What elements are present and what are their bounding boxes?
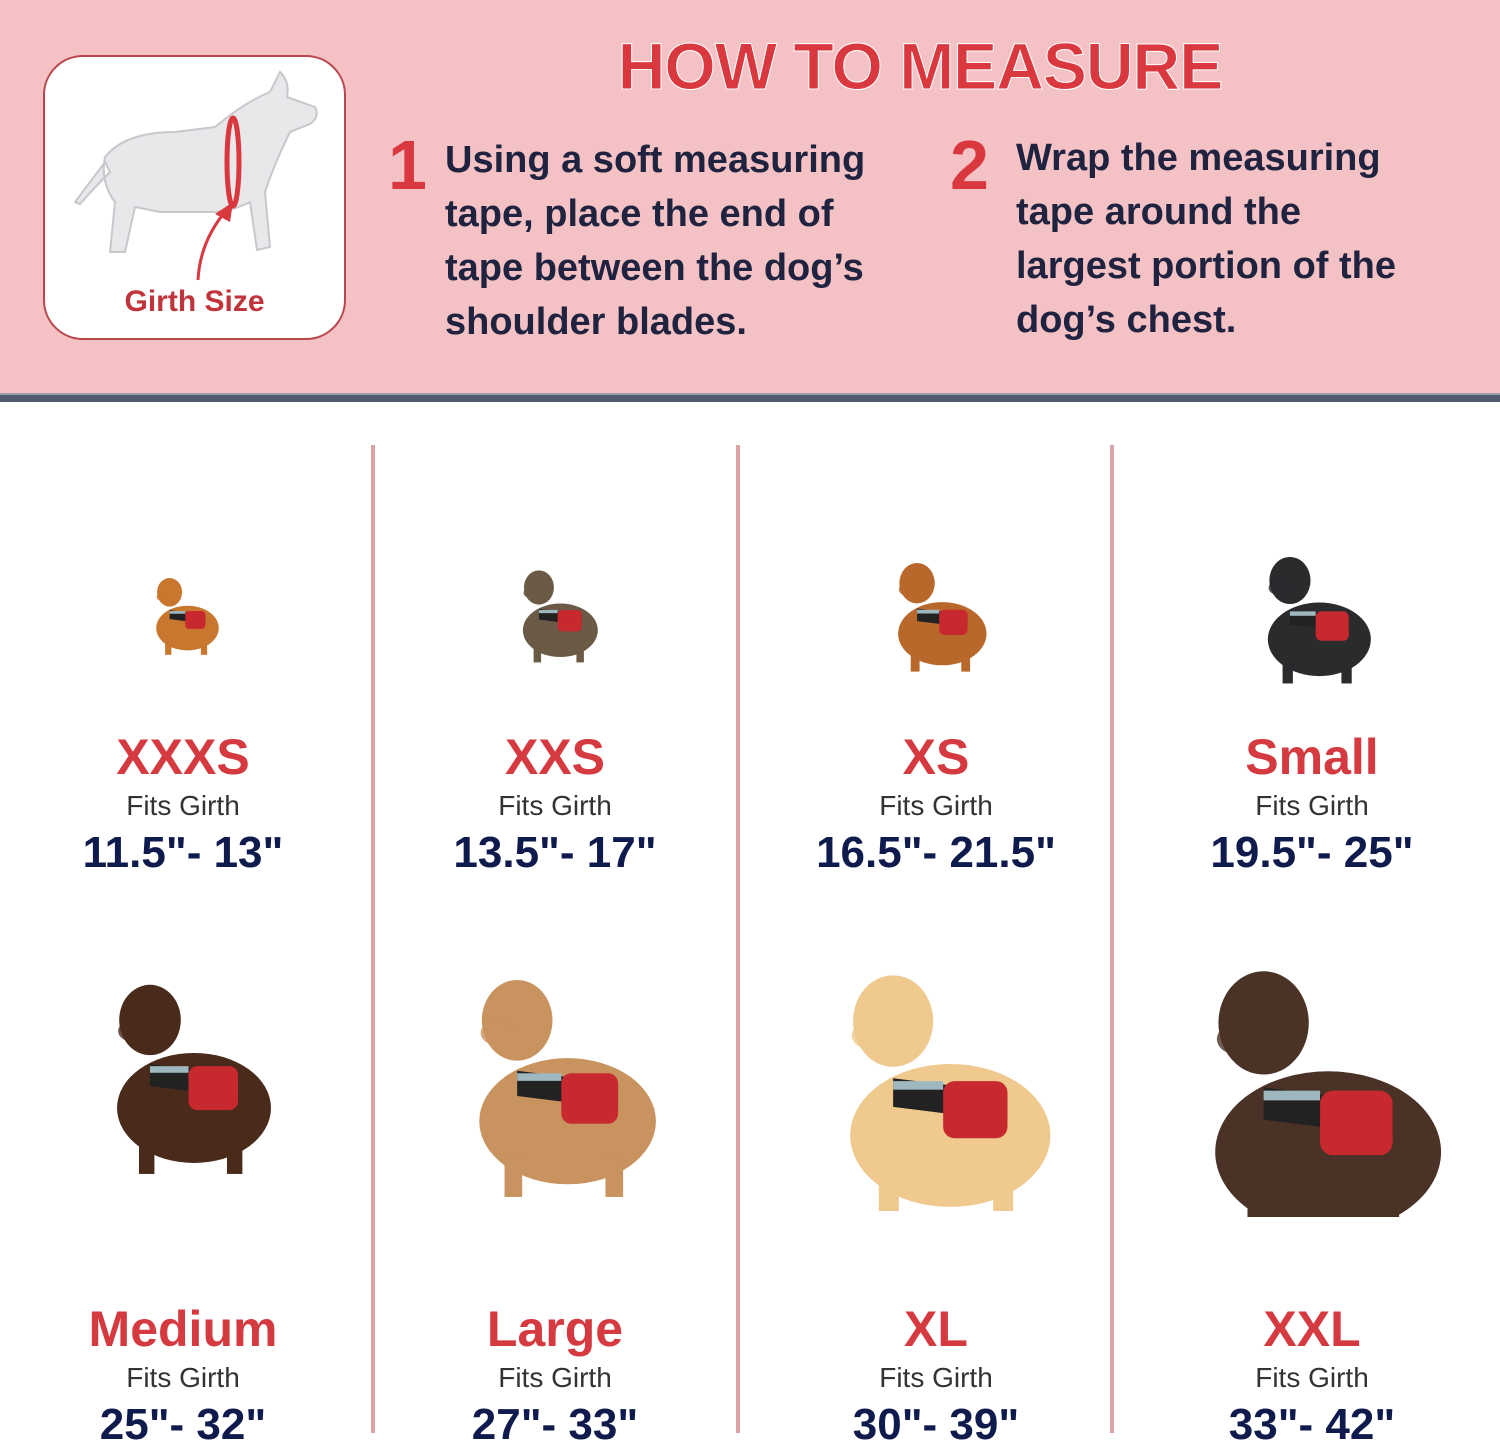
dog-with-harness-icon [117,984,271,1174]
size-name: Small [1245,729,1379,785]
size-name: XXXS [116,729,250,785]
fits-girth-label: Fits Girth [879,1362,993,1393]
dog-with-harness-icon [522,570,598,663]
size-name: XXL [1263,1301,1361,1357]
size-name: XXS [504,729,606,785]
dog-photo [370,932,740,1211]
fits-girth-label: Fits Girth [498,790,612,821]
girth-diagram-card: Girth Size [43,55,346,340]
step-2-number: 2 [950,126,989,204]
how-to-measure-header: Girth Size HOW TO MEASURE 1 Using a soft… [0,0,1500,393]
size-name: XL [904,1301,968,1357]
girth-range: 13.5"- 17" [453,828,657,877]
fits-girth-label: Fits Girth [498,1362,612,1393]
girth-range: 33"- 42" [1228,1400,1396,1449]
dog-with-harness-icon [1267,556,1371,684]
dog-with-harness-icon [1215,971,1442,1250]
size-name: XS [902,729,970,785]
dog-with-harness-icon [898,563,987,673]
fits-girth-label: Fits Girth [126,790,240,821]
column-divider [736,445,740,1433]
step-line: tape, place the end of [445,193,834,235]
girth-range: 19.5"- 25" [1210,828,1414,877]
step-1-text: Using a soft measuring tape, place the e… [445,133,865,349]
step-line: dog’s chest. [1016,299,1237,341]
header-divider-band [0,393,1500,402]
size-name: Large [486,1301,624,1357]
step-2-text: Wrap the measuring tape around the large… [1016,131,1396,347]
fits-girth-label: Fits Girth [126,1362,240,1393]
girth-range: 16.5"- 21.5" [816,828,1056,877]
step-line: largest portion of the [1016,245,1396,287]
girth-range: 30"- 39" [852,1400,1020,1449]
step-line: shoulder blades. [445,301,747,343]
girth-size-label: Girth Size [124,285,265,318]
dog-silhouette-icon [73,70,318,281]
dog-photo [1127,910,1497,1250]
step-line: Wrap the measuring [1016,137,1381,179]
fits-girth-label: Fits Girth [879,790,993,821]
fits-girth-label: Fits Girth [1255,1362,1369,1393]
dog-with-harness-icon [156,577,219,655]
column-divider [1110,445,1114,1433]
dog-photo [1127,529,1497,720]
column-divider [371,445,375,1433]
size-name: Medium [88,1301,278,1357]
dog-photo [751,539,1121,718]
dog-photo [0,943,368,1205]
dog-photo [370,550,740,717]
girth-range: 11.5"- 13" [82,828,284,877]
step-line: Using a soft measuring [445,139,866,181]
girth-range: 25"- 32" [99,1400,267,1449]
girth-range: 27"- 33" [471,1400,639,1449]
page-title: HOW TO MEASURE [617,29,1223,104]
dog-with-harness-icon [479,979,656,1197]
dog-photo [0,561,368,716]
step-line: tape between the dog’s [445,247,864,289]
dog-photo [751,921,1121,1222]
fits-girth-label: Fits Girth [1255,790,1369,821]
step-1-number: 1 [388,126,427,204]
step-line: tape around the [1016,191,1302,233]
dog-with-harness-icon [850,975,1051,1222]
